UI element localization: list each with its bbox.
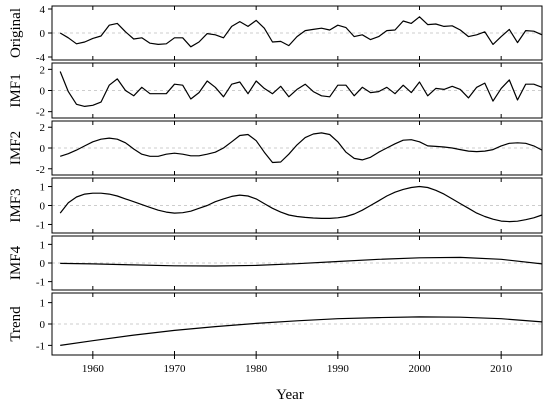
y-tick-label: 0 [40, 201, 46, 213]
x-tick-label: 1960 [82, 363, 105, 375]
chart-panels: -4 0 4 Original -2 0 2 IMF1 -2 0 2 IMF2 -1 0 1 IMF3 -1 0 1… [8, 4, 543, 356]
panel-imf4: -1 0 1 IMF4 [8, 235, 543, 291]
x-axis-title: Year [276, 387, 304, 403]
y-tick-label: 4 [40, 4, 46, 16]
y-tick-label: 0 [40, 28, 46, 40]
y-tick-label: 2 [40, 122, 46, 134]
x-axis: 1960 1970 1980 1990 2000 2010 [82, 355, 513, 375]
y-tick-label: 1 [40, 298, 46, 310]
y-tick-label: 0 [40, 258, 46, 270]
y-tick-label: 0 [40, 86, 46, 98]
series-line-imf3 [59, 185, 543, 223]
panel-label-imf3: IMF3 [8, 188, 24, 222]
y-tick-label: -1 [36, 219, 45, 231]
panel-original: -4 0 4 Original [8, 4, 543, 64]
panel-trend: -1 0 1 Trend [8, 292, 543, 356]
series-line-imf2 [60, 132, 543, 164]
y-tick-label: -2 [36, 107, 45, 119]
panel-imf1: -2 0 2 IMF1 [8, 62, 543, 119]
panel-label-original: Original [8, 8, 24, 58]
x-tick-label: 2000 [409, 363, 432, 375]
y-tick-label: -2 [36, 164, 45, 176]
series-line-original [59, 16, 543, 48]
x-tick-label: 1990 [327, 363, 350, 375]
x-tick-label: 2010 [490, 363, 513, 375]
series-line-imf4 [60, 256, 543, 267]
x-tick-label: 1970 [164, 363, 187, 375]
y-tick-label: 0 [40, 319, 46, 331]
series-line-trend [60, 316, 543, 346]
x-tick-label: 1980 [245, 363, 268, 375]
panel-imf2: -2 0 2 IMF2 [8, 120, 543, 176]
panel-label-imf1: IMF1 [8, 73, 24, 107]
panel-imf3: -1 0 1 IMF3 [8, 177, 543, 234]
y-tick-label: 1 [40, 182, 46, 194]
y-tick-label: 0 [40, 143, 46, 155]
panel-label-imf2: IMF2 [8, 131, 24, 165]
y-tick-label: -1 [36, 340, 45, 352]
panel-label-trend: Trend [8, 306, 24, 342]
y-tick-label: -1 [36, 277, 45, 289]
panel-label-imf4: IMF4 [8, 245, 24, 280]
y-tick-label: -4 [36, 52, 46, 64]
y-tick-label: 1 [40, 239, 46, 251]
y-tick-label: 2 [40, 64, 46, 76]
series-line-imf1 [59, 71, 543, 108]
